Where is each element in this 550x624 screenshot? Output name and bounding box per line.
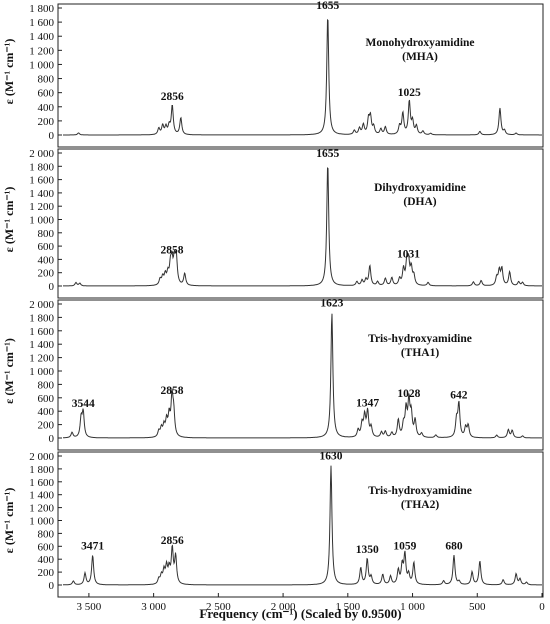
- y-tick-label: 2 000: [29, 299, 54, 311]
- y-axis-label: ε (M⁻¹ cm⁻¹): [2, 488, 16, 554]
- y-axis-label: ε (M⁻¹ cm⁻¹): [2, 187, 16, 253]
- panel-subtitle: (MHA): [402, 51, 438, 63]
- panel-subtitle: (DHA): [403, 196, 436, 208]
- y-tick-label: 1 200: [29, 353, 54, 365]
- panel-title: Dihydroxyamidine: [374, 182, 466, 194]
- peak-label: 1059: [393, 540, 416, 552]
- panel-subtitle: (THA2): [401, 499, 440, 511]
- spectrum-line: [62, 465, 542, 586]
- y-tick-label: 200: [38, 268, 55, 280]
- y-tick-label: 1 200: [29, 503, 54, 515]
- peak-label: 1655: [316, 148, 339, 160]
- y-tick-label: 1 400: [29, 188, 54, 200]
- y-tick-label: 200: [38, 420, 55, 432]
- y-tick-label: 600: [38, 541, 55, 553]
- panel-frame: [57, 299, 544, 451]
- x-tick-label: 1 000: [400, 601, 425, 613]
- y-tick-label: 0: [49, 281, 55, 293]
- y-tick-label: 600: [38, 241, 55, 253]
- x-tick-label: 1 500: [335, 601, 360, 613]
- y-tick-label: 800: [38, 228, 55, 240]
- panel-title: Tris-hydroxyamidine: [368, 333, 472, 345]
- peak-label: 1350: [356, 544, 379, 556]
- y-tick-label: 1 200: [29, 45, 54, 57]
- y-tick-label: 1 600: [29, 17, 54, 29]
- y-tick-label: 1 800: [29, 3, 54, 15]
- y-tick-label: 400: [38, 406, 55, 418]
- peak-label: 2858: [161, 385, 184, 397]
- y-tick-label: 1 400: [29, 490, 54, 502]
- y-tick-label: 1 400: [29, 31, 54, 43]
- x-tick-label: 0: [539, 601, 545, 613]
- y-tick-label: 1 800: [29, 464, 54, 476]
- y-tick-label: 1 600: [29, 175, 54, 187]
- y-tick-label: 1 000: [29, 59, 54, 71]
- y-tick-label: 1 200: [29, 201, 54, 213]
- y-tick-label: 1 600: [29, 326, 54, 338]
- peak-label: 2856: [161, 535, 184, 547]
- panel-title: Tris-hydroxyamidine: [368, 485, 472, 497]
- y-tick-label: 600: [38, 88, 55, 100]
- peak-label: 680: [445, 540, 463, 552]
- y-tick-label: 400: [38, 102, 55, 114]
- peak-label: 1347: [356, 398, 379, 410]
- y-tick-label: 0: [49, 433, 55, 445]
- panel-title: Monohydroxyamidine: [365, 37, 474, 49]
- peak-label: 1655: [316, 0, 339, 12]
- y-tick-label: 400: [38, 554, 55, 566]
- peak-label: 1028: [397, 388, 420, 400]
- y-tick-label: 800: [38, 379, 55, 391]
- y-axis-label: ε (M⁻¹ cm⁻¹): [2, 39, 16, 105]
- x-tick-label: 500: [469, 601, 486, 613]
- y-tick-label: 800: [38, 74, 55, 86]
- spectrum-line: [63, 167, 542, 287]
- y-tick-label: 600: [38, 393, 55, 405]
- peak-label: 1031: [397, 248, 420, 260]
- y-tick-label: 1 000: [29, 366, 54, 378]
- spectrum-line: [63, 313, 542, 439]
- peak-label: 2856: [161, 91, 184, 103]
- y-tick-label: 1 600: [29, 477, 54, 489]
- x-tick-label: 3 000: [141, 601, 166, 613]
- x-tick-label: 3 500: [77, 601, 102, 613]
- peak-label: 1623: [320, 298, 343, 310]
- peak-label: 1025: [398, 87, 421, 99]
- y-axis-label: ε (M⁻¹ cm⁻¹): [2, 338, 16, 404]
- peak-label: 3544: [72, 398, 95, 410]
- y-tick-label: 200: [38, 567, 55, 579]
- spectrum-line: [63, 18, 542, 136]
- x-axis-label: Frequency (cm⁻¹) (Scaled by 0.9500): [199, 606, 401, 621]
- y-tick-label: 1 800: [29, 312, 54, 324]
- y-tick-label: 1 000: [29, 516, 54, 528]
- panel-frame: [57, 451, 544, 598]
- panel-frame: [57, 3, 544, 148]
- peak-label: 642: [450, 390, 468, 402]
- panel-frame: [57, 148, 544, 299]
- y-tick-label: 1 000: [29, 215, 54, 227]
- y-tick-label: 0: [49, 130, 55, 142]
- y-tick-label: 2 000: [29, 451, 54, 463]
- y-tick-label: 800: [38, 528, 55, 540]
- x-tick-label: 2 500: [206, 601, 231, 613]
- y-tick-label: 0: [49, 580, 55, 592]
- y-tick-label: 2 000: [29, 148, 54, 160]
- y-tick-label: 1 400: [29, 339, 54, 351]
- y-tick-label: 200: [38, 116, 55, 128]
- peak-label: 2858: [161, 244, 184, 256]
- y-tick-label: 400: [38, 254, 55, 266]
- peak-label: 1630: [319, 451, 342, 463]
- panel-subtitle: (THA1): [401, 347, 440, 359]
- spectrum-panel-1: 0 200 400 600 800 1 000 1 200 1 400 1 600 1 800 ε …: [2, 0, 544, 148]
- x-tick-label: 2 000: [271, 601, 296, 613]
- peak-label: 3471: [81, 540, 104, 552]
- y-tick-label: 1 800: [29, 161, 54, 173]
